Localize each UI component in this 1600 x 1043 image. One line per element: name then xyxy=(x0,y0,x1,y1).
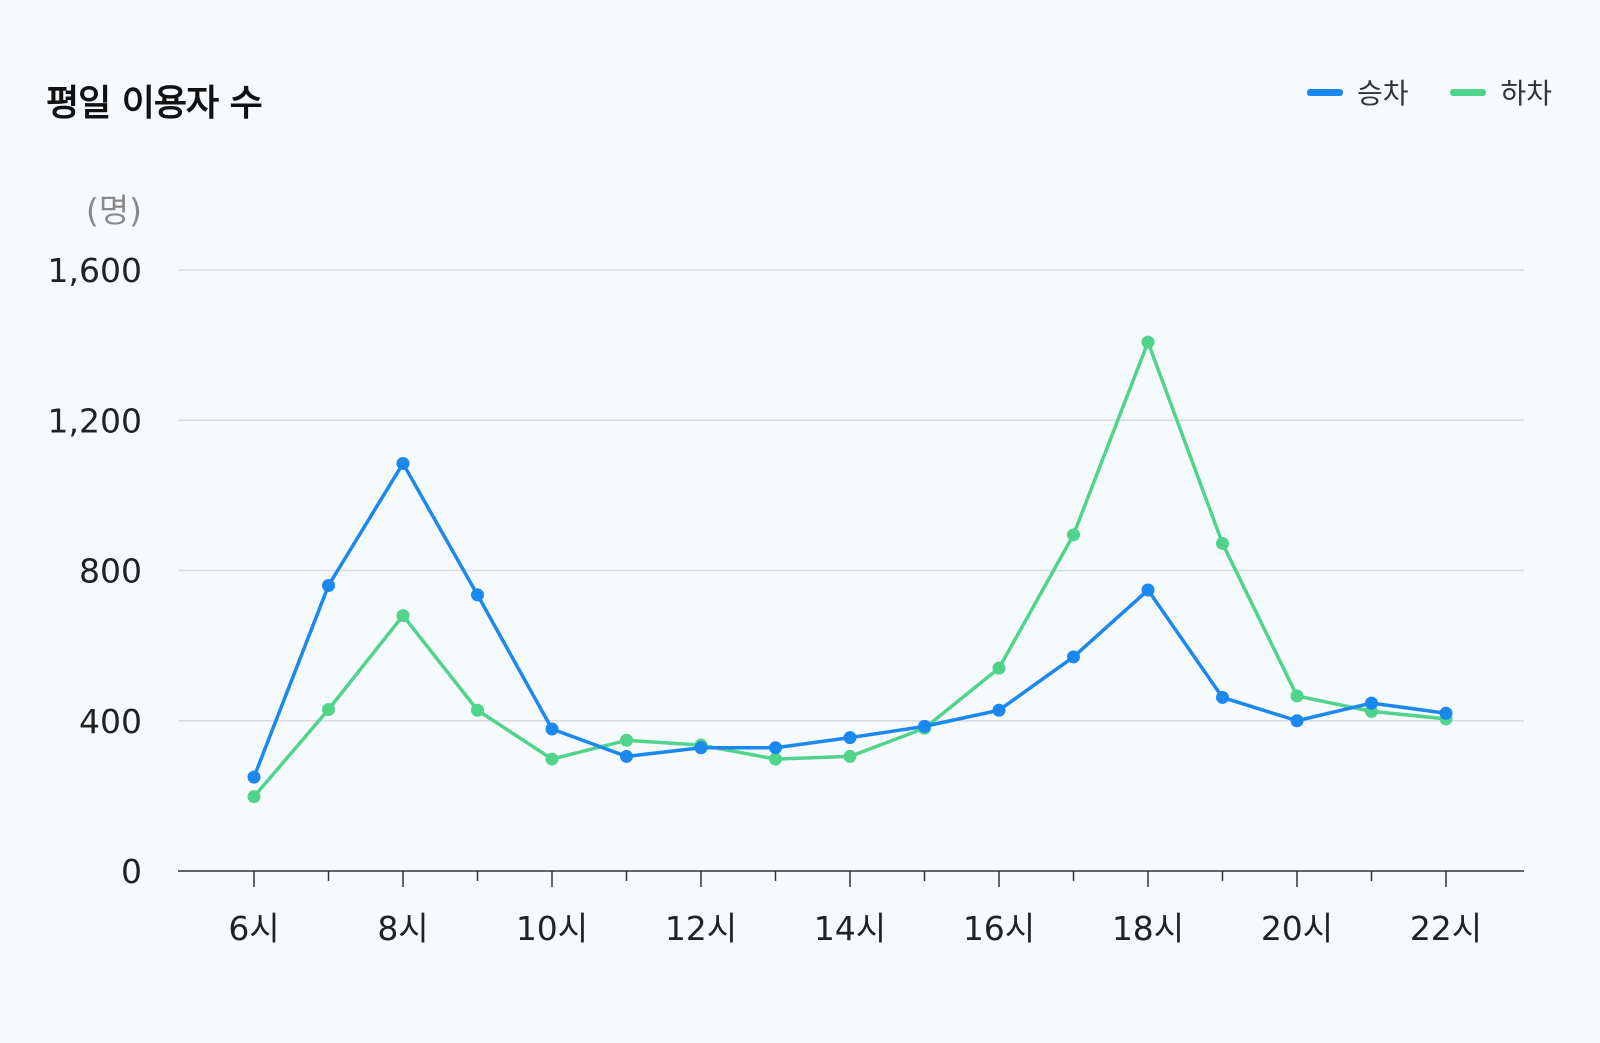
legend-swatch-boarding xyxy=(1306,88,1343,96)
data-point xyxy=(1067,650,1080,664)
x-tick-label: 14시 xyxy=(814,909,886,948)
data-point xyxy=(992,661,1006,675)
data-point xyxy=(1141,335,1155,349)
data-point xyxy=(918,719,931,733)
data-point xyxy=(620,733,633,747)
data-point xyxy=(396,609,410,623)
x-tick-label: 10시 xyxy=(516,909,588,948)
legend-label-boarding: 승차 xyxy=(1356,77,1409,110)
legend-swatch-alighting xyxy=(1450,88,1487,96)
data-point xyxy=(545,752,559,766)
data-point xyxy=(1439,706,1453,720)
data-point xyxy=(620,749,633,763)
data-point xyxy=(545,722,559,736)
y-tick-label: 0 xyxy=(121,852,142,891)
x-tick-label: 6시 xyxy=(228,909,279,948)
axes: 0 400 800 1,200 1,600 6시 8시 10시 12시 14시 16시 18시 20시 2… xyxy=(48,251,1524,948)
x-tick-label: 22시 xyxy=(1410,909,1482,948)
data-point xyxy=(396,456,410,470)
x-tick-label: 8시 xyxy=(377,909,428,948)
y-tick-label: 1,200 xyxy=(48,401,142,440)
legend-item-boarding: 승차 xyxy=(1306,72,1409,112)
data-point xyxy=(1141,583,1155,597)
data-point xyxy=(1216,536,1229,550)
data-point xyxy=(471,703,484,717)
data-point xyxy=(992,703,1006,717)
series-line xyxy=(252,461,1448,779)
data-point xyxy=(247,770,261,784)
x-tick-label: 16시 xyxy=(963,909,1035,948)
chart-legend: 승차 하차 xyxy=(1306,72,1552,112)
data-point xyxy=(1290,689,1304,703)
data-point xyxy=(247,790,261,804)
y-tick-label: 1,600 xyxy=(48,251,142,290)
data-point xyxy=(843,731,857,745)
data-point xyxy=(694,741,708,755)
data-point xyxy=(322,702,335,716)
data-point xyxy=(769,752,782,766)
x-tick-label: 18시 xyxy=(1112,909,1184,948)
data-point xyxy=(471,588,484,602)
x-tick-label: 20시 xyxy=(1261,909,1333,948)
y-axis-unit: (명) xyxy=(86,191,142,230)
data-point xyxy=(1365,696,1378,710)
chart-title: 평일 이용자 수 xyxy=(46,83,263,124)
legend-item-alighting: 하차 xyxy=(1450,72,1552,112)
y-tick-label: 400 xyxy=(79,702,142,741)
data-point xyxy=(322,579,335,593)
y-tick-label: 800 xyxy=(79,552,142,591)
data-point xyxy=(843,749,857,763)
x-tick-label: 12시 xyxy=(665,909,737,948)
data-point xyxy=(769,741,782,755)
data-point xyxy=(1216,690,1229,704)
series-line xyxy=(252,340,1448,799)
legend-label-alighting: 하차 xyxy=(1500,77,1552,110)
gridlines xyxy=(178,269,1524,722)
data-point xyxy=(1067,528,1080,542)
data-point xyxy=(1290,714,1304,728)
series-boarding xyxy=(247,456,1453,784)
